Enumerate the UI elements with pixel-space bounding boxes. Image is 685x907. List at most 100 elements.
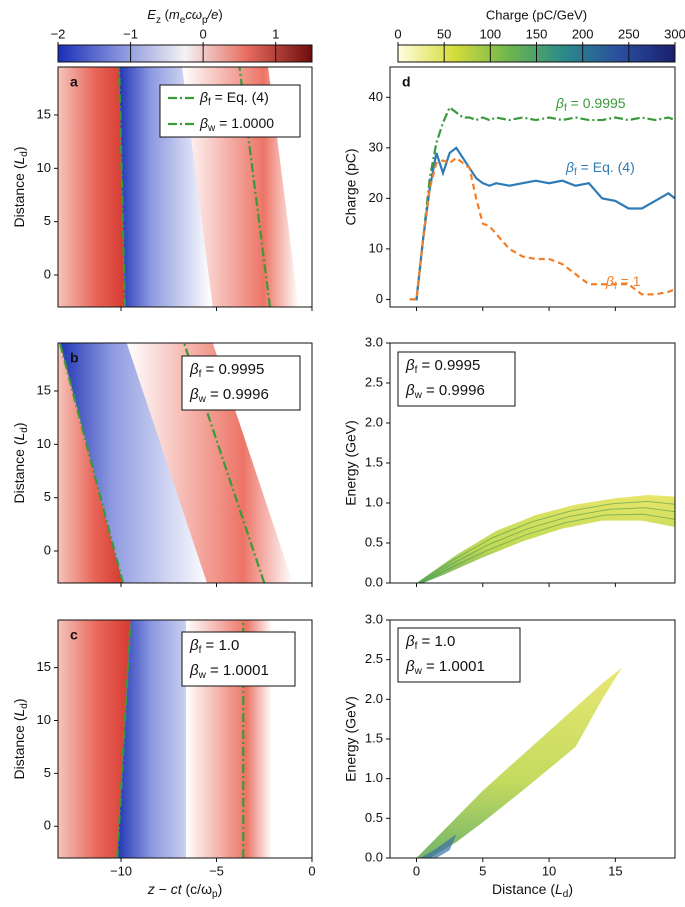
annotation: βw = 0.9996 bbox=[189, 386, 269, 405]
panel-letter: c bbox=[70, 627, 78, 643]
y-tick-label: 0 bbox=[44, 266, 51, 281]
y-tick-label: 10 bbox=[369, 240, 383, 255]
colorbar-tick-label: 200 bbox=[572, 26, 594, 41]
annotation-part: β bbox=[405, 658, 415, 675]
y-axis-label-part: d bbox=[19, 427, 30, 433]
y-axis-label-part: d bbox=[19, 703, 30, 709]
annotation: βf = 1.0 bbox=[189, 637, 239, 656]
field-negative bbox=[59, 343, 209, 583]
y-tick-label: 0.5 bbox=[365, 534, 383, 549]
annotation: βf = 0.9995 bbox=[189, 361, 264, 380]
annotation-part: β bbox=[405, 633, 415, 650]
y-tick-label: 10 bbox=[37, 436, 51, 451]
annotation-part: f bbox=[199, 645, 202, 656]
annotation-part: w bbox=[414, 666, 423, 677]
colorbar bbox=[57, 44, 313, 63]
annotation-part: = 0.9996 bbox=[206, 386, 269, 403]
y-tick-label: 15 bbox=[37, 659, 51, 674]
annotation-part: f bbox=[415, 365, 418, 376]
field-positive bbox=[58, 67, 125, 307]
y-tick-label: 0 bbox=[376, 291, 383, 306]
y-tick-label: 3.0 bbox=[365, 611, 383, 626]
y-tick-label: 1.5 bbox=[365, 730, 383, 745]
y-tick-label: 3.0 bbox=[365, 334, 383, 349]
annotation-part: w bbox=[198, 394, 207, 405]
x-axis-label-part: Distance ( bbox=[492, 881, 555, 897]
annotation-part: β bbox=[189, 637, 199, 654]
y-axis-label: Distance (Ld) bbox=[11, 698, 30, 779]
y-axis-label-part: Distance ( bbox=[11, 440, 27, 503]
data-line bbox=[409, 156, 675, 301]
annotation-part: = 0.9995 bbox=[201, 361, 264, 378]
colorbar-tick-label: −1 bbox=[123, 26, 138, 41]
legend-label-part: = Eq. (4) bbox=[211, 89, 269, 105]
y-tick-label: 0.5 bbox=[365, 810, 383, 825]
phase-line bbox=[238, 67, 272, 307]
colorbar-title-part: ) bbox=[218, 7, 222, 22]
x-tick-label: 0 bbox=[413, 863, 420, 878]
plot-frame bbox=[389, 66, 676, 308]
y-axis-label-part: ) bbox=[11, 422, 27, 427]
plot-background bbox=[390, 67, 675, 307]
y-axis-label-part: ) bbox=[11, 146, 27, 151]
colorbar-title-part: ( bbox=[161, 7, 170, 22]
annotation-part: β bbox=[189, 361, 199, 378]
y-axis-label: Energy (GeV) bbox=[343, 420, 359, 506]
colorbar-title-part: /e bbox=[207, 7, 219, 22]
annotation-part: = 1.0 bbox=[417, 633, 455, 650]
y-axis-label-part: L bbox=[11, 433, 27, 441]
panel-letter: a bbox=[70, 74, 78, 90]
y-tick-label: 5 bbox=[44, 489, 51, 504]
x-axis-label: Distance (Ld) bbox=[492, 881, 573, 900]
data-line bbox=[409, 146, 675, 301]
colorbar-tick-label: −2 bbox=[51, 26, 66, 41]
series-label-part: f bbox=[564, 103, 567, 114]
y-axis-label: Energy (GeV) bbox=[343, 696, 359, 782]
colorbar-title-part: p bbox=[202, 15, 208, 26]
annotation-part: = 0.9995 bbox=[417, 357, 480, 374]
x-axis-label-part: − bbox=[155, 881, 171, 897]
annotation-part: f bbox=[415, 641, 418, 652]
y-tick-label: 0 bbox=[44, 542, 51, 557]
annotation-part: β bbox=[405, 357, 415, 374]
colorbar-tick-label: 250 bbox=[618, 26, 640, 41]
colorbar-title-part: m bbox=[169, 7, 180, 22]
annotation-box bbox=[181, 631, 296, 687]
phase-line bbox=[58, 343, 124, 583]
x-axis-label-part: ) bbox=[218, 881, 223, 897]
y-axis-label-part: L bbox=[11, 157, 27, 165]
panel-letter: d bbox=[402, 74, 411, 90]
annotation-part: = 0.9996 bbox=[422, 382, 485, 399]
x-axis-label: z − ct (c/ωp) bbox=[147, 881, 222, 900]
y-axis-label: Charge (pC) bbox=[343, 148, 359, 225]
y-tick-label: 30 bbox=[369, 139, 383, 154]
series-label-part: f bbox=[574, 167, 577, 178]
y-axis-label-part: ) bbox=[11, 698, 27, 703]
colorbar-tick-label: 1 bbox=[272, 26, 279, 41]
annotation-part: = 1.0 bbox=[201, 637, 239, 654]
y-tick-label: 15 bbox=[37, 382, 51, 397]
energy-stripe bbox=[417, 500, 675, 583]
y-tick-label: 0 bbox=[44, 818, 51, 833]
annotation-box bbox=[397, 351, 516, 407]
annotation-part: w bbox=[414, 390, 423, 401]
y-tick-label: 0.0 bbox=[365, 849, 383, 864]
y-axis-label-part: Distance ( bbox=[11, 716, 27, 779]
y-tick-label: 2.5 bbox=[365, 651, 383, 666]
y-axis-label-part: L bbox=[11, 709, 27, 717]
panel-letter: b bbox=[70, 350, 79, 366]
energy-stripe bbox=[421, 513, 675, 583]
field-positive bbox=[58, 620, 131, 858]
annotation: βw = 1.0001 bbox=[405, 658, 485, 677]
colorbar-title: Charge (pC/GeV) bbox=[486, 7, 587, 22]
series-label-part: β bbox=[565, 159, 574, 175]
energy-distribution bbox=[416, 495, 675, 583]
y-axis-label-part: Distance ( bbox=[11, 164, 27, 227]
legend-label-part: = 1.0000 bbox=[215, 115, 274, 131]
y-tick-label: 0.0 bbox=[365, 574, 383, 589]
y-tick-label: 10 bbox=[37, 160, 51, 175]
colorbar-title: Ez (mecωp/e) bbox=[147, 7, 222, 25]
y-axis-label-part: d bbox=[19, 151, 30, 157]
colorbar-tick-label: 0 bbox=[200, 26, 207, 41]
colorbar-title-part: cω bbox=[185, 7, 202, 22]
